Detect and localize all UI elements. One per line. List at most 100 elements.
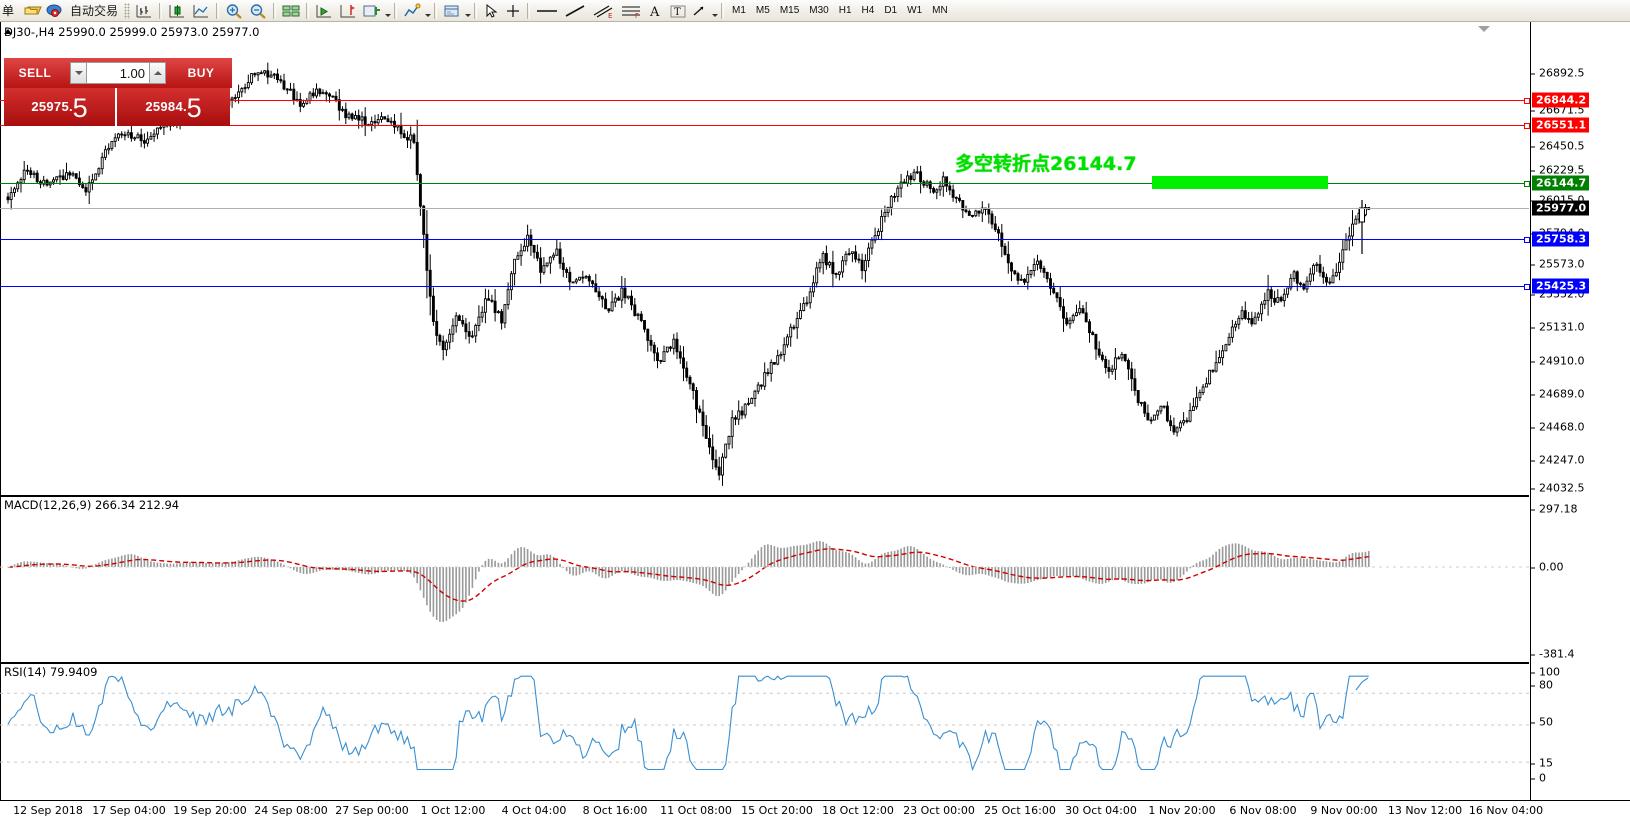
horizontal-line-icon[interactable] [533,1,561,21]
time-tick: 16 Nov 04:00 [1468,804,1544,817]
line-chart-icon[interactable] [189,1,213,21]
zoom-in-icon[interactable] [222,1,246,21]
chevron-down-icon[interactable] [384,1,391,21]
price-tick: 24032.5 [1531,482,1585,495]
chart-window[interactable]: DJ30-,H4 25990.0 25999.0 25973.0 25977.0… [0,22,1630,820]
time-tick: 6 Nov 08:00 [1229,804,1297,817]
timeframe-w1[interactable]: W1 [907,4,923,16]
level-line-pivot-green[interactable] [0,181,1530,187]
toolbar-separator [159,2,163,19]
chevron-down-icon[interactable] [711,1,718,21]
annotation-text[interactable]: 多空转折点26144.7 [955,153,1137,175]
price-tick: 26229.5 [1531,164,1585,177]
price-badge-support-upper[interactable]: 25758.3 [1532,231,1590,247]
buy-price-fraction: 5 [186,93,202,123]
shift-end-icon[interactable] [336,1,360,21]
buy-price-integer: 25984 [145,98,183,114]
volume-decrease-button[interactable] [70,62,87,84]
price-tick: 26450.5 [1531,140,1585,153]
toolbar-separator [721,2,725,19]
time-tick: 15 Oct 20:00 [741,804,813,817]
volume-increase-button[interactable] [149,62,166,84]
rsi-label: RSI(14) 79.9409 [4,665,98,679]
crosshair-icon[interactable] [502,1,524,21]
price-tick: 25131.0 [1531,321,1585,334]
level-line-last-price[interactable] [0,208,1529,209]
price-badge-resistance-lower[interactable]: 26551.1 [1532,117,1590,133]
candlestick-chart-icon[interactable] [165,1,189,21]
timeframe-d1[interactable]: D1 [884,4,898,16]
sell-button[interactable]: SELL [4,58,66,88]
time-tick: 23 Oct 00:00 [903,804,975,817]
time-tick: 19 Sep 20:00 [173,804,247,817]
level-line-support-upper[interactable] [0,237,1530,243]
level-handle[interactable] [1524,123,1530,129]
price-badge-last-price[interactable]: 25977.0 [1532,200,1590,216]
folder-icon[interactable] [22,1,44,21]
collapse-icon[interactable] [4,29,12,34]
scroll-indicator-icon[interactable] [1478,26,1490,32]
trendline-icon[interactable] [561,1,589,21]
time-tick: 11 Oct 08:00 [660,804,732,817]
auto-scroll-icon[interactable] [360,1,384,21]
cursor-icon[interactable] [480,1,502,21]
level-handle[interactable] [1524,237,1530,243]
time-tick: 25 Oct 16:00 [984,804,1056,817]
fibonacci-icon[interactable]: F [617,1,645,21]
chevron-down-icon[interactable] [424,1,431,21]
shift-start-icon[interactable] [312,1,336,21]
svg-text:单: 单 [2,4,14,18]
time-tick: 4 Oct 04:00 [501,804,567,817]
rsi-panel-separator [0,662,1529,664]
timeframe-h4[interactable]: H4 [861,4,875,16]
toolbar-grip[interactable] [124,2,131,19]
main-toolbar[interactable]: 单 自动交易 [0,0,1630,22]
level-line-resistance-upper[interactable] [0,98,1530,104]
expert-advisor-icon[interactable] [44,1,66,21]
timeframe-h1[interactable]: H1 [838,4,852,16]
level-handle[interactable] [1524,284,1530,290]
level-handle[interactable] [1524,181,1530,187]
templates-icon[interactable] [440,1,464,21]
rsi-tick: 15 [1531,757,1553,770]
chevron-down-icon[interactable] [464,1,471,21]
text-label-icon[interactable]: T [667,1,689,21]
toolbar-separator [216,2,220,19]
zoom-out-icon[interactable] [246,1,270,21]
rsi-series [0,675,1529,772]
buy-price-dot: . [183,98,187,114]
time-axis[interactable]: 12 Sep 2018 17 Sep 04:00 19 Sep 20:00 24 Se… [0,800,1630,820]
equidistant-channel-icon[interactable]: E [589,1,617,21]
level-line-resistance-lower[interactable] [0,123,1530,129]
arrows-icon[interactable] [689,1,711,21]
indicators-icon[interactable] [400,1,424,21]
macd-tick: 297.18 [1531,503,1578,516]
one-click-trading-panel[interactable]: SELL 1.00 BUY 25975 . 5 25984 . 5 [4,58,232,126]
volume-input[interactable]: 1.00 [87,62,149,84]
timeframe-m15[interactable]: M15 [779,4,800,16]
buy-button[interactable]: BUY [170,58,232,88]
volume-stepper[interactable]: 1.00 [66,58,170,88]
annotation-rectangle[interactable] [1152,176,1328,189]
order-icon[interactable]: 单 [0,1,22,21]
bar-chart-icon[interactable] [132,1,156,21]
price-tick: 24910.0 [1531,355,1585,368]
buy-price[interactable]: 25984 . 5 [117,88,230,126]
sell-price[interactable]: 25975 . 5 [4,88,117,126]
level-line-support-lower[interactable] [0,284,1530,290]
time-tick: 13 Nov 12:00 [1387,804,1463,817]
level-handle[interactable] [1524,98,1530,104]
auto-trading-label[interactable]: 自动交易 [70,4,119,18]
timeframe-mn[interactable]: MN [932,4,948,16]
price-badge-support-lower[interactable]: 25425.3 [1532,278,1590,294]
timeframe-m1[interactable]: M1 [732,4,746,16]
timeframe-m5[interactable]: M5 [755,4,770,16]
rsi-tick: 0 [1531,772,1546,785]
text-tool-icon[interactable]: A [645,1,667,21]
timeframe-m30[interactable]: M30 [809,4,829,16]
price-scale[interactable]: 26892.526671.526450.526229.526015.025794… [1530,22,1630,819]
price-badge-resistance-upper[interactable]: 26844.2 [1532,92,1590,108]
price-badge-pivot-green[interactable]: 26144.7 [1532,175,1590,191]
macd-label: MACD(12,26,9) 266.34 212.94 [4,498,180,512]
tile-windows-icon[interactable] [279,1,303,21]
